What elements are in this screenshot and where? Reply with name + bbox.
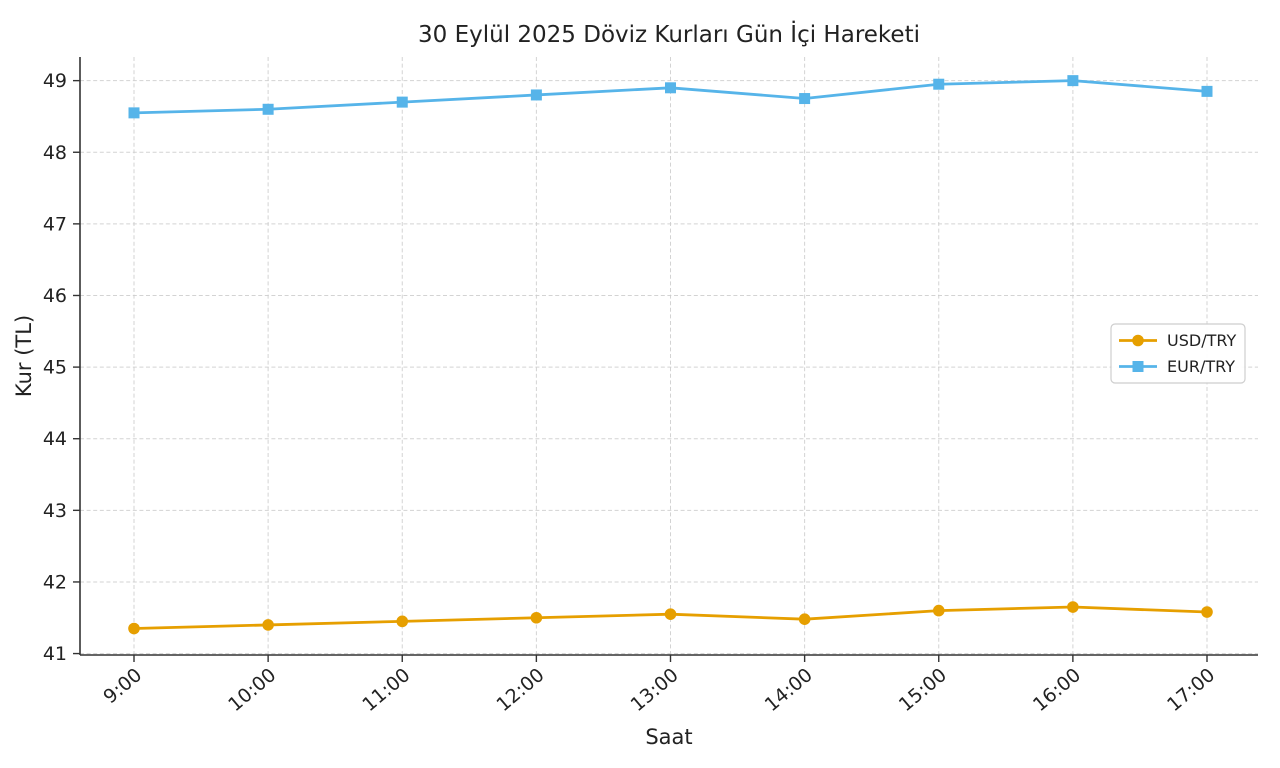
usd-try-marker — [530, 611, 543, 624]
eur-try-marker — [799, 93, 811, 105]
usd-try-marker — [932, 604, 945, 617]
y-tick-label: 45 — [43, 357, 67, 379]
series-layer — [128, 75, 1213, 635]
usd-try-marker — [128, 622, 140, 635]
x-tick-label: 11:00 — [358, 664, 414, 716]
y-tick-label: 41 — [43, 643, 67, 665]
y-tick-label: 48 — [43, 142, 67, 164]
eur-try-marker — [1067, 75, 1079, 87]
legend-marker — [1132, 361, 1144, 372]
legend-label: USD/TRY — [1167, 331, 1236, 350]
chart-title: 30 Eylül 2025 Döviz Kurları Gün İçi Hare… — [418, 20, 920, 48]
usd-try-marker — [664, 608, 677, 620]
eur-try-marker — [665, 82, 676, 94]
eur-try-marker — [933, 78, 945, 90]
eur-try-marker — [396, 96, 408, 108]
legend: USD/TRY EUR/TRY — [1110, 323, 1246, 384]
eur-try-marker — [128, 107, 140, 119]
eur-try-marker — [1201, 85, 1213, 97]
legend-entry: EUR/TRY — [1119, 357, 1235, 376]
eur-try-series — [128, 75, 1213, 119]
y-tick-label: 44 — [43, 428, 67, 450]
usd-try-marker — [1067, 601, 1079, 613]
x-tick-label: 13:00 — [627, 664, 683, 716]
x-tick-label: 12:00 — [492, 664, 548, 716]
x-tick-label: 10:00 — [224, 664, 280, 716]
x-tick-label: 14:00 — [761, 664, 817, 716]
usd-try-marker — [798, 613, 811, 625]
usd-try-marker — [396, 615, 409, 628]
y-tick-label: 43 — [43, 500, 67, 522]
y-tick-label: 46 — [43, 285, 67, 307]
x-tick-label: 16:00 — [1029, 664, 1085, 716]
x-tick-label: 15:00 — [895, 664, 951, 716]
usd-try-series — [128, 601, 1213, 635]
eur-try-marker — [262, 103, 274, 115]
y-tick-label: 49 — [43, 70, 67, 92]
legend-box — [1110, 323, 1246, 384]
usd-try-marker — [1201, 606, 1213, 618]
eur-try-marker — [530, 89, 542, 101]
x-tick-label: 17:00 — [1163, 664, 1219, 716]
y-tick-label: 47 — [43, 213, 67, 235]
axes-layer: 41 42 43 44 45 46 47 48 49 9:00 10:00 11:00 12:00 13:… — [43, 57, 1258, 716]
x-tick-label: 9:00 — [99, 664, 146, 708]
legend-marker — [1132, 334, 1144, 347]
y-axis-label: Kur (TL) — [12, 315, 36, 397]
y-tick-label: 42 — [43, 571, 67, 593]
usd-try-marker — [262, 619, 274, 631]
x-axis-label: Saat — [645, 725, 692, 749]
legend-label: EUR/TRY — [1167, 357, 1235, 376]
grid-layer — [80, 57, 1258, 655]
legend-entry: USD/TRY — [1119, 331, 1236, 350]
